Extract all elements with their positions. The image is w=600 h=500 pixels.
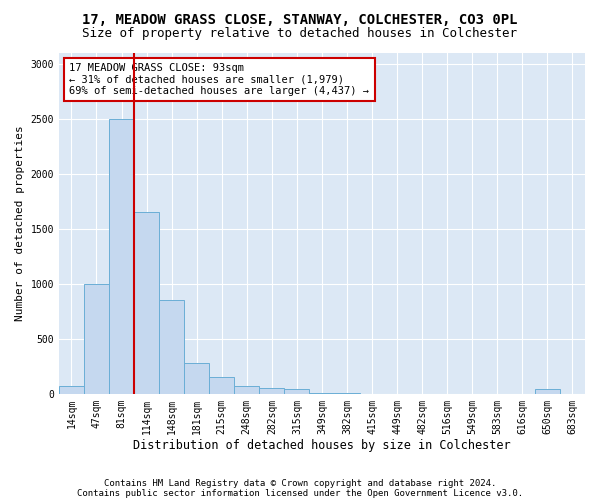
Text: 17 MEADOW GRASS CLOSE: 93sqm
← 31% of detached houses are smaller (1,979)
69% of: 17 MEADOW GRASS CLOSE: 93sqm ← 31% of de… bbox=[70, 62, 370, 96]
Bar bbox=[159, 300, 184, 394]
Y-axis label: Number of detached properties: Number of detached properties bbox=[15, 126, 25, 321]
Bar bbox=[535, 390, 560, 394]
Text: Contains public sector information licensed under the Open Government Licence v3: Contains public sector information licen… bbox=[77, 488, 523, 498]
Bar bbox=[134, 212, 159, 394]
Bar bbox=[284, 390, 310, 394]
Bar bbox=[310, 392, 334, 394]
X-axis label: Distribution of detached houses by size in Colchester: Distribution of detached houses by size … bbox=[133, 440, 511, 452]
Bar bbox=[184, 363, 209, 394]
Text: Contains HM Land Registry data © Crown copyright and database right 2024.: Contains HM Land Registry data © Crown c… bbox=[104, 478, 496, 488]
Bar bbox=[209, 378, 234, 394]
Bar bbox=[59, 386, 84, 394]
Bar bbox=[84, 284, 109, 394]
Bar bbox=[109, 118, 134, 394]
Text: 17, MEADOW GRASS CLOSE, STANWAY, COLCHESTER, CO3 0PL: 17, MEADOW GRASS CLOSE, STANWAY, COLCHES… bbox=[82, 12, 518, 26]
Bar bbox=[234, 386, 259, 394]
Text: Size of property relative to detached houses in Colchester: Size of property relative to detached ho… bbox=[83, 28, 517, 40]
Bar bbox=[259, 388, 284, 394]
